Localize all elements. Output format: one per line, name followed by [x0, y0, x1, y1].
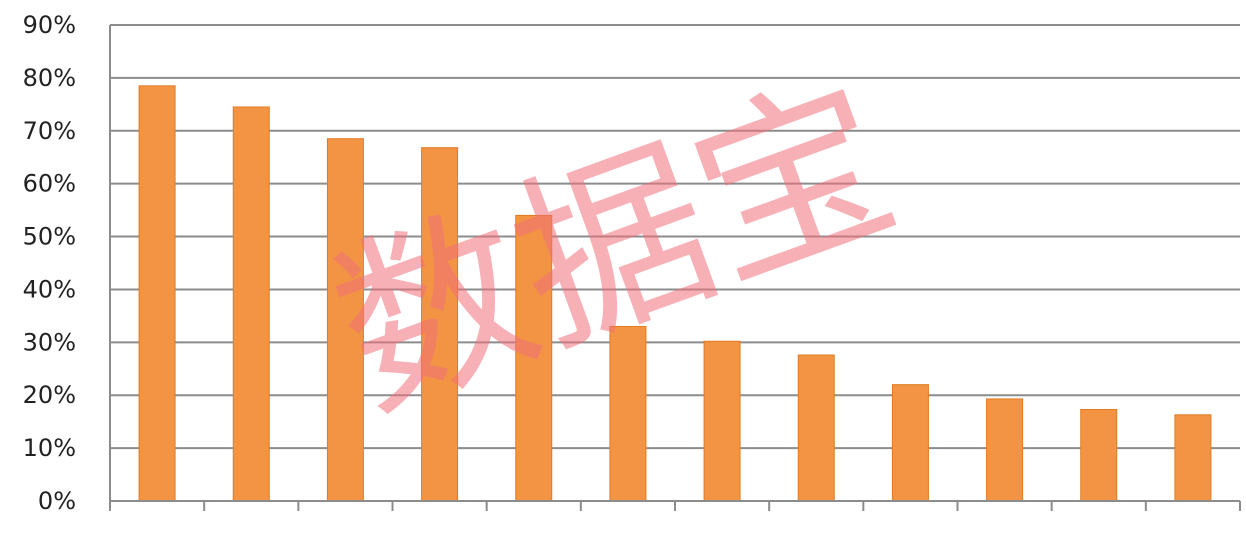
bar-5 [515, 214, 553, 502]
y-axis-tick-labels: 0% 10% 20% 30% 40% 50% 60% 70% 80% 90% [23, 11, 76, 515]
y-tick-label: 80% [23, 64, 76, 92]
gridlines [109, 24, 1240, 501]
bar-1 [138, 85, 176, 502]
y-tick-label: 70% [23, 117, 76, 145]
y-tick-label: 40% [23, 275, 76, 303]
bar-12 [1174, 414, 1212, 502]
bar-4 [421, 147, 459, 502]
bar-6 [609, 325, 647, 502]
bar-9 [891, 384, 929, 502]
y-tick-label: 0% [38, 487, 76, 515]
bar-7 [703, 340, 741, 502]
x-axis [109, 500, 1241, 511]
y-tick-label: 30% [23, 328, 76, 356]
bar-series [138, 85, 1212, 502]
y-tick-label: 90% [23, 11, 76, 39]
bar-3 [326, 138, 364, 502]
bar-2 [232, 106, 270, 502]
y-tick-label: 20% [23, 381, 76, 409]
bar-11 [1080, 409, 1118, 502]
y-tick-label: 60% [23, 170, 76, 198]
bar-10 [986, 398, 1024, 502]
bar-8 [797, 354, 835, 502]
y-tick-label: 50% [23, 223, 76, 251]
y-tick-label: 10% [23, 434, 76, 462]
